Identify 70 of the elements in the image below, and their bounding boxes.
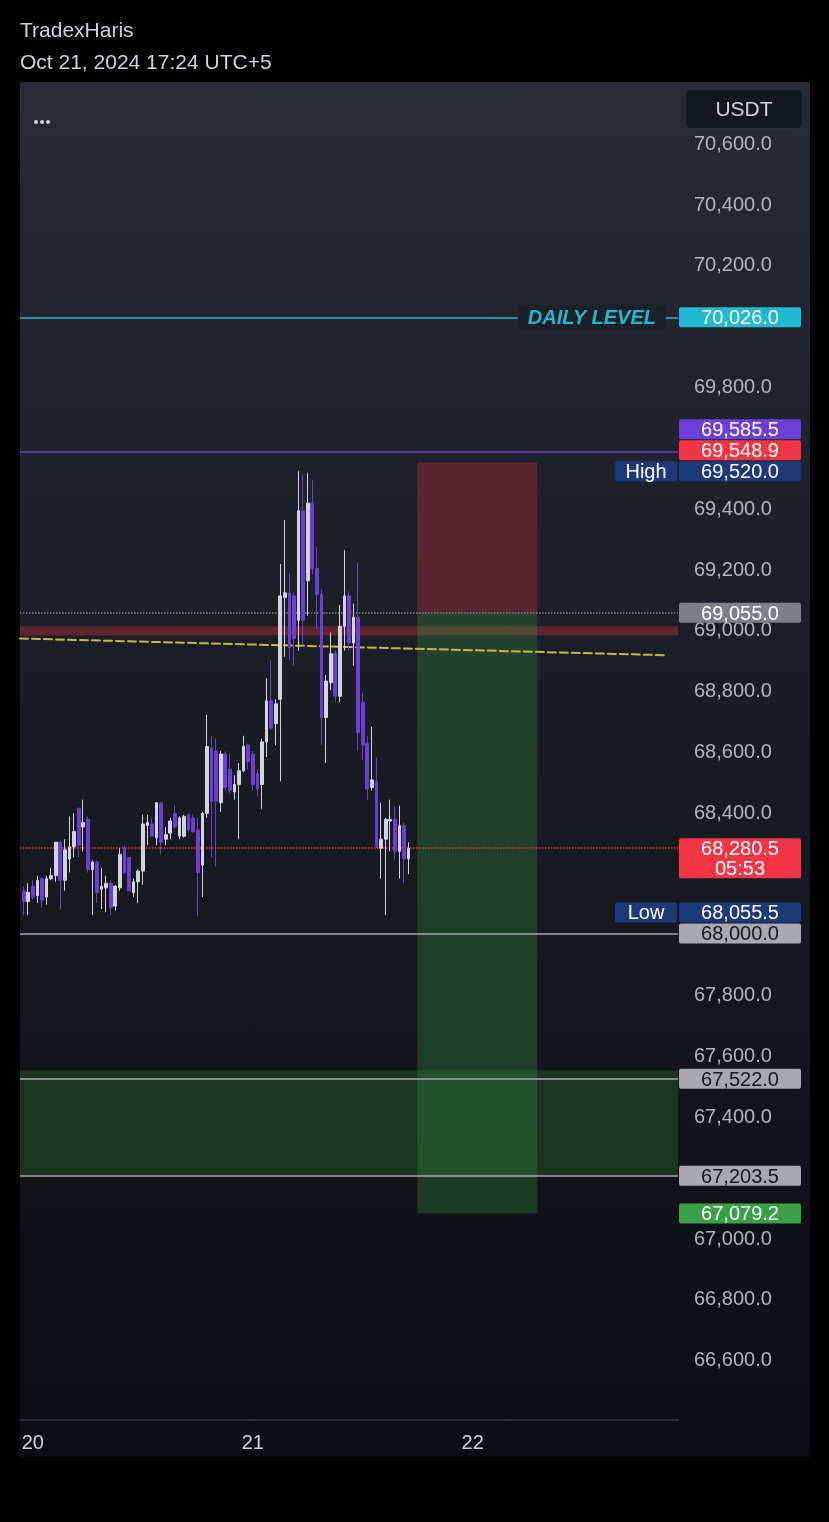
candlestick — [40, 876, 44, 909]
y-tick-label: 68,400.0 — [694, 800, 772, 823]
y-tick-label: 67,400.0 — [694, 1104, 772, 1127]
y-tick-label: 69,800.0 — [694, 375, 772, 398]
candlestick — [150, 817, 154, 837]
y-tick-label: 70,600.0 — [694, 131, 772, 154]
candlestick — [352, 603, 355, 667]
ref-line-label: 69,585.5 — [701, 418, 779, 441]
y-tick-label: 67,800.0 — [694, 983, 772, 1006]
candlestick — [91, 859, 94, 916]
candlestick — [159, 802, 163, 855]
y-tick-label: 70,400.0 — [694, 192, 772, 215]
y-tick-label: 67,000.0 — [694, 1226, 772, 1249]
x-tick-label: 21 — [241, 1431, 264, 1453]
candlestick — [81, 799, 85, 852]
candlestick — [306, 472, 310, 617]
candlestick — [31, 879, 35, 901]
y-tick-label: 66,800.0 — [694, 1287, 772, 1310]
y-tick-label: 66,600.0 — [694, 1348, 772, 1371]
text: 67,079.2 — [701, 1202, 779, 1225]
candlestick — [402, 821, 406, 884]
y-tick-label: 67,600.0 — [694, 1044, 772, 1067]
candlestick — [393, 805, 397, 861]
y-tick-label: 69,400.0 — [694, 496, 772, 519]
candlestick — [22, 885, 26, 916]
ref-line-label: 67,522.0 — [701, 1067, 779, 1090]
candlestick — [219, 750, 223, 813]
x-tick-label: 22 — [461, 1431, 484, 1453]
candlestick — [370, 726, 374, 792]
x-tick-label: 20 — [21, 1431, 44, 1453]
ref-line-label: 70,026.0 — [701, 306, 779, 329]
text: 69,520.0 — [701, 460, 779, 483]
annotation: High — [625, 460, 667, 483]
candlestick — [274, 698, 278, 746]
ref-line-label: 67,203.5 — [701, 1164, 779, 1187]
candlestick — [269, 659, 273, 731]
candlestick — [347, 590, 351, 652]
candlestick — [182, 814, 186, 839]
chart-subtitle: Oct 21, 2024 17:24 UTC+5 — [20, 50, 272, 74]
text: 05:53 — [714, 857, 766, 880]
candlestick — [109, 879, 113, 916]
candlestick — [398, 805, 401, 880]
candlestick — [77, 806, 81, 858]
candlestick — [58, 840, 62, 910]
y-tick-label: 68,800.0 — [694, 679, 772, 702]
candlestick — [155, 802, 158, 846]
y-tick-label: 70,200.0 — [694, 253, 772, 276]
annotation: Low — [627, 901, 665, 924]
ref-line-label: 68,280.5 — [701, 837, 779, 860]
chart-title: TradexHaris — [20, 18, 134, 42]
candlestick — [168, 817, 172, 840]
candlestick — [301, 473, 305, 646]
text: 69,548.9 — [701, 439, 779, 462]
candlestick — [333, 650, 337, 703]
candlestick — [173, 805, 177, 830]
candlestick — [26, 882, 30, 916]
y-tick-label: 68,600.0 — [694, 740, 772, 762]
text: 68,055.5 — [701, 901, 779, 924]
candlestick — [95, 859, 99, 904]
candlestick — [375, 756, 378, 849]
candlestick — [297, 470, 300, 652]
candlestick — [214, 738, 218, 868]
annotation: DAILY LEVEL — [527, 306, 656, 329]
y-axis-title: USDT — [685, 89, 803, 129]
ref-line-label: 68,000.0 — [701, 922, 779, 945]
candlestick — [86, 815, 90, 874]
candlestick — [36, 875, 39, 904]
candlestick — [164, 826, 168, 846]
candlestick — [407, 841, 410, 875]
y-tick-label: 69,200.0 — [694, 557, 772, 580]
